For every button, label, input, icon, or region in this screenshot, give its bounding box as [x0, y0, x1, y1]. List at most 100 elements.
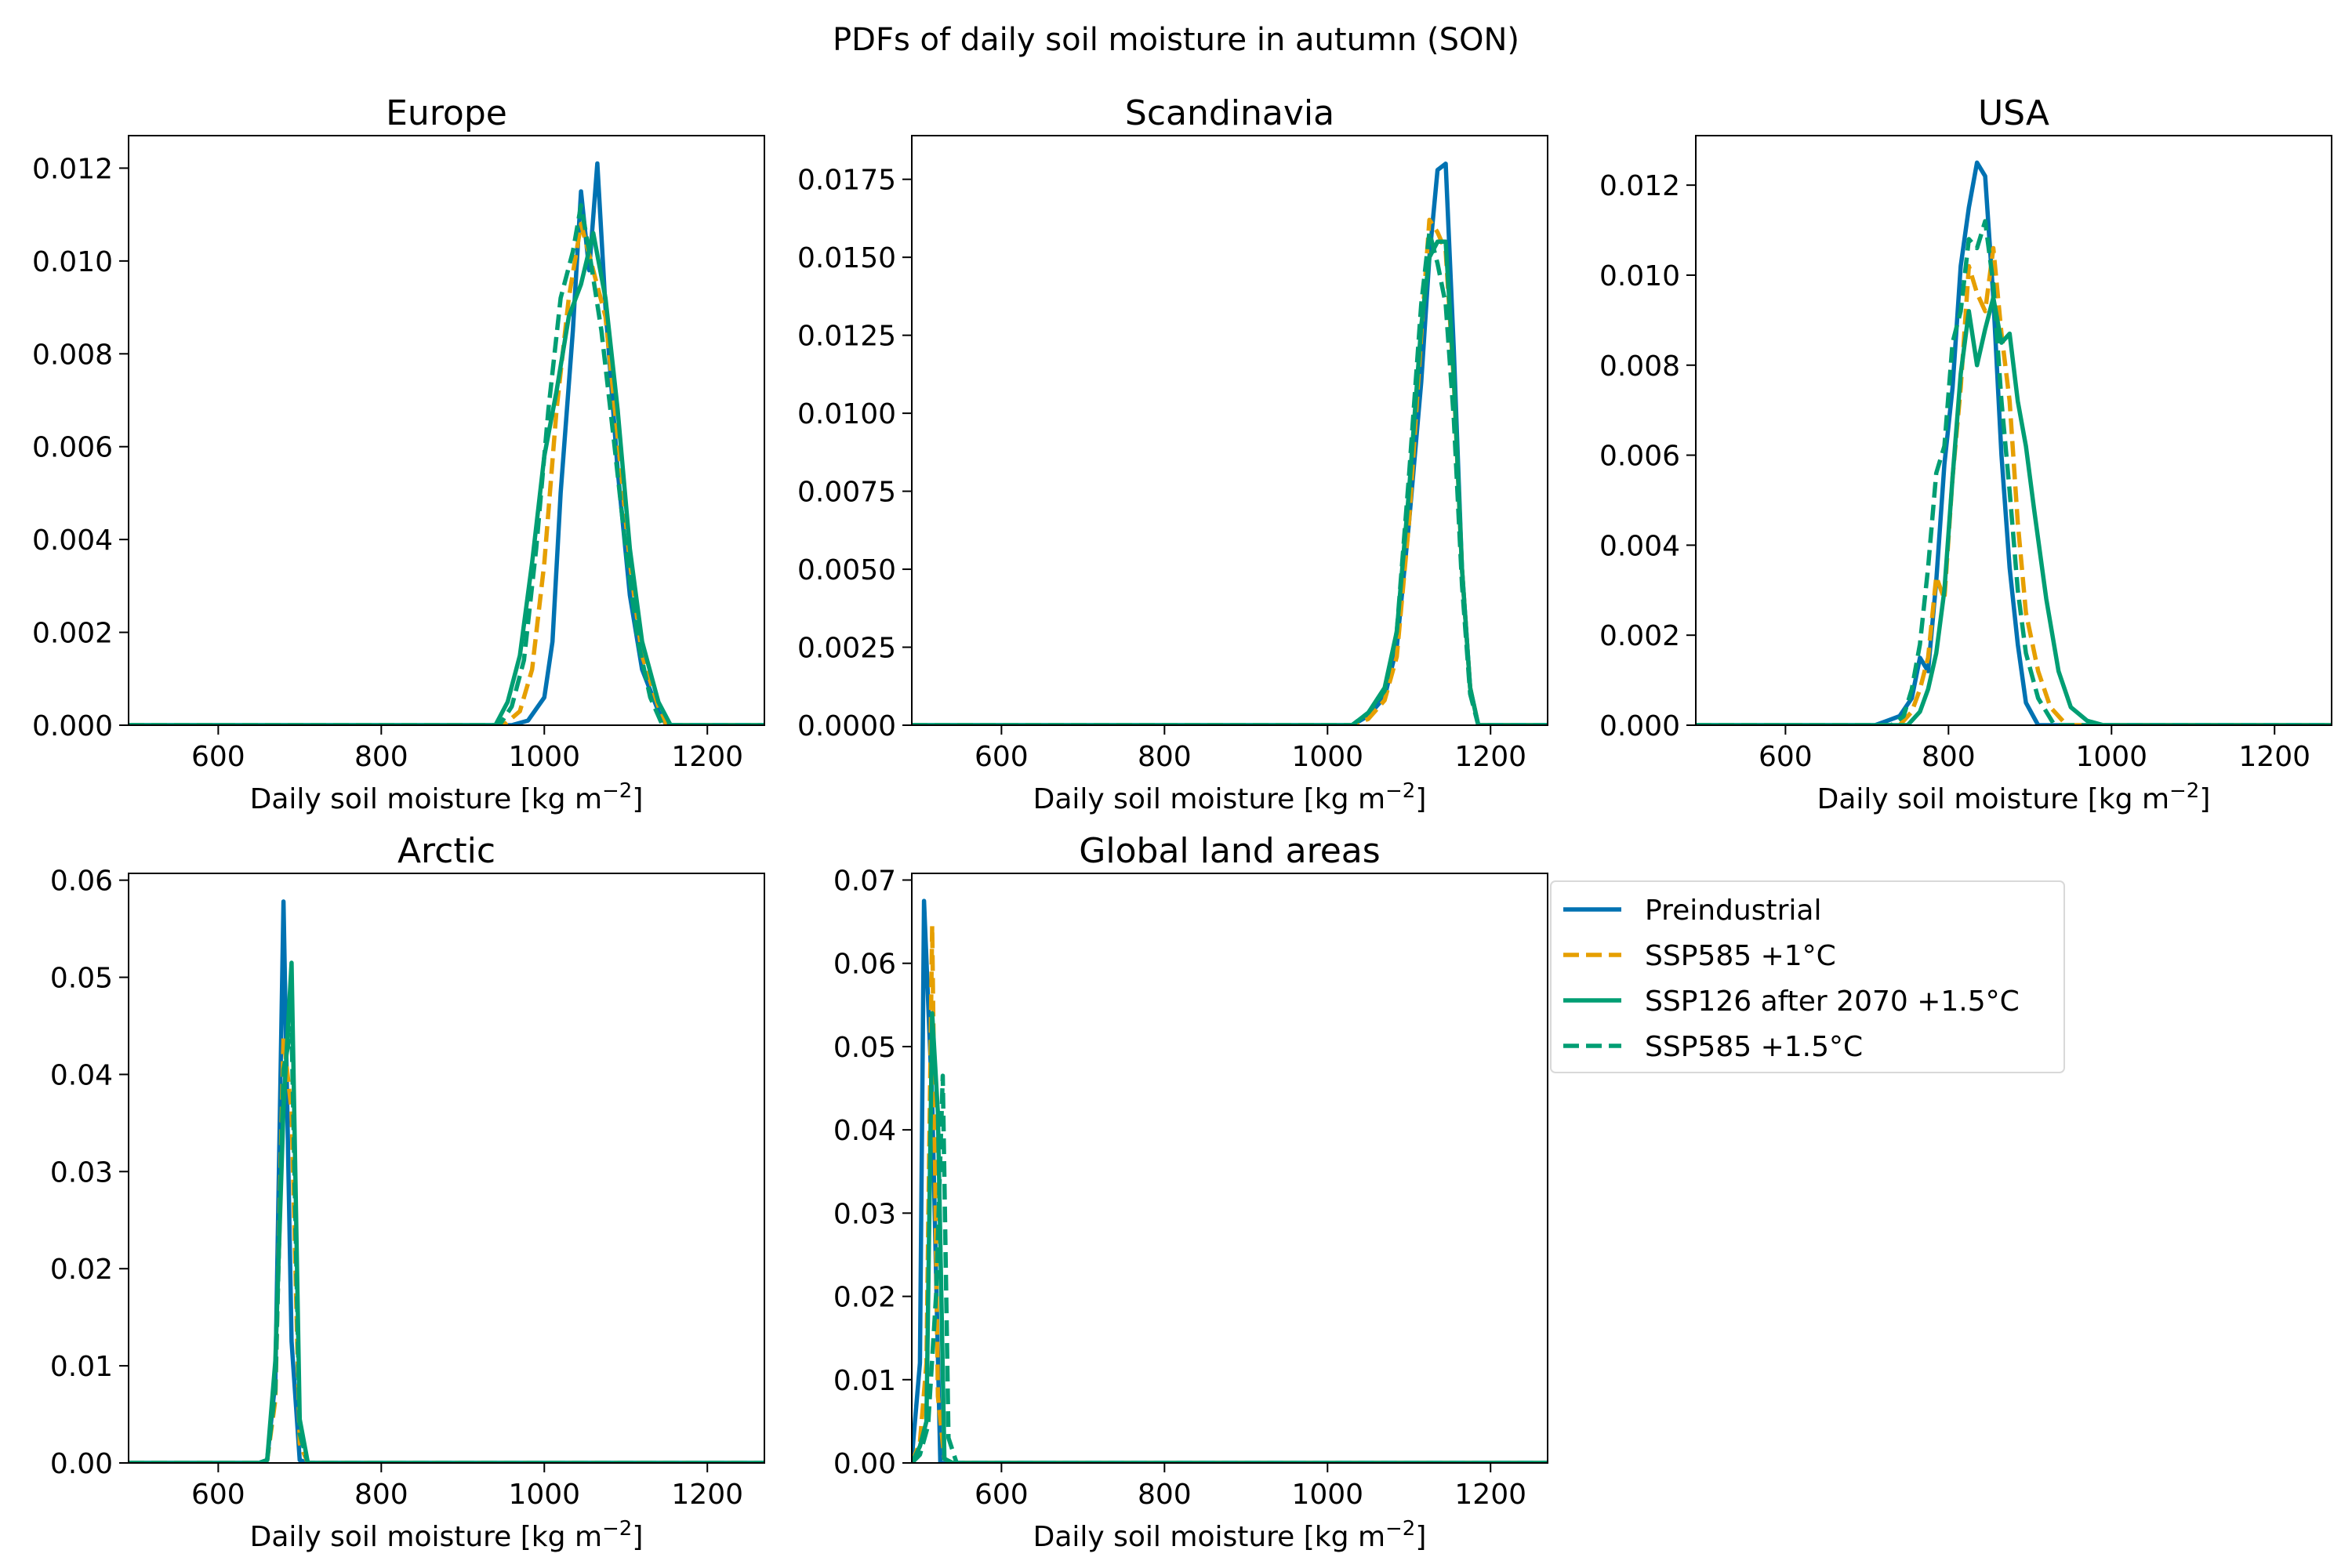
x-tick-label: 800 [354, 741, 408, 773]
legend-frame [1550, 880, 2065, 1073]
x-tick-label: 1200 [2238, 741, 2310, 773]
figure-title: PDFs of daily soil moisture in autumn (S… [833, 22, 1519, 58]
x-tick-label: 1000 [1291, 1479, 1363, 1511]
legend-label: Preindustrial [1645, 895, 1821, 927]
y-tick-label: 0.012 [1599, 170, 1680, 202]
series-line-ssp126-after-2070-1-5-c [1696, 295, 2332, 725]
y-tick-label: 0.02 [50, 1254, 113, 1286]
y-tick-label: 0.0025 [797, 633, 896, 665]
panel-title: Arctic [397, 831, 495, 871]
series-line-ssp585-1-5-c [912, 230, 1548, 725]
legend: Preindustrial SSP585 +1°C SSP126 after 207… [1550, 880, 2065, 1073]
x-tick-label: 600 [975, 741, 1029, 773]
y-tick-label: 0.01 [50, 1351, 113, 1383]
y-tick-label: 0.004 [32, 524, 113, 557]
y-tick-label: 0.05 [50, 963, 113, 995]
x-tick-label: 1200 [1454, 1479, 1526, 1511]
series-line-ssp126-after-2070-1-5-c [912, 239, 1548, 725]
series-line-ssp585-1-c [129, 1035, 764, 1463]
y-tick-label: 0.06 [50, 866, 113, 898]
y-tick-label: 0.012 [32, 153, 113, 185]
panel-usa: 600 800 1000 1200 0.000 0.002 0.004 0.006 0.008 0… [1599, 93, 2332, 815]
series-line-ssp585-1-c [129, 221, 764, 725]
series-line-preindustrial [912, 162, 1548, 725]
y-tick-label: 0.002 [1599, 620, 1680, 652]
x-tick-label: 1000 [2075, 741, 2147, 773]
y-tick-label: 0.00 [833, 1448, 896, 1480]
y-tick-label: 0.004 [1599, 530, 1680, 562]
y-tick-label: 0.0050 [797, 554, 896, 586]
y-tick-label: 0.07 [833, 865, 896, 897]
panel-title: Scandinavia [1125, 93, 1334, 133]
axes-frame [911, 873, 1548, 1464]
x-tick-label: 1200 [671, 741, 743, 773]
y-tick-label: 0.0150 [797, 242, 896, 274]
legend-label: SSP585 +1.5°C [1645, 1031, 1863, 1063]
x-tick-label: 600 [975, 1479, 1029, 1511]
y-tick-label: 0.04 [833, 1115, 896, 1147]
y-tick-label: 0.006 [1599, 441, 1680, 473]
x-tick-label: 1000 [508, 741, 580, 773]
y-tick-label: 0.010 [1599, 260, 1680, 292]
y-tick-label: 0.0075 [797, 477, 896, 509]
x-axis-label: Daily soil moisture [kg m−2] [1033, 1517, 1427, 1553]
axes-frame [1695, 135, 2332, 726]
x-tick-label: 800 [354, 1479, 408, 1511]
panel-title: Global land areas [1079, 831, 1380, 871]
series-line-preindustrial [129, 161, 764, 725]
x-axis-label: Daily soil moisture [kg m−2] [250, 1517, 644, 1553]
x-tick-label: 1200 [671, 1479, 743, 1511]
x-tick-label: 1000 [1291, 741, 1363, 773]
legend-label: SSP126 after 2070 +1.5°C [1645, 985, 2020, 1018]
legend-label: SSP585 +1°C [1645, 940, 1836, 972]
x-tick-label: 600 [191, 741, 245, 773]
panel-title: USA [1978, 93, 2049, 133]
series-line-ssp585-1-5-c [129, 203, 764, 725]
panel-global-land-areas: 600 800 1000 1200 0.00 0.01 0.02 0.03 0.04 0.05 0.… [833, 831, 1548, 1553]
series-line-ssp585-1-5-c [1696, 219, 2332, 725]
x-tick-label: 1000 [508, 1479, 580, 1511]
y-tick-label: 0.008 [1599, 350, 1680, 383]
y-tick-label: 0.02 [833, 1282, 896, 1314]
y-tick-label: 0.06 [833, 949, 896, 981]
y-tick-label: 0.006 [32, 432, 113, 464]
y-tick-label: 0.0125 [797, 321, 896, 353]
y-tick-label: 0.0175 [797, 165, 896, 197]
y-tick-label: 0.000 [32, 710, 113, 742]
series-line-preindustrial [912, 898, 1548, 1463]
y-tick-label: 0.03 [833, 1198, 896, 1230]
series-line-ssp126-after-2070-1-5-c [129, 960, 764, 1463]
x-tick-label: 800 [1138, 741, 1192, 773]
y-tick-label: 0.0100 [797, 398, 896, 430]
x-tick-label: 800 [1138, 1479, 1192, 1511]
y-tick-label: 0.00 [50, 1448, 113, 1480]
axes-frame [128, 135, 765, 726]
y-tick-label: 0.04 [50, 1059, 113, 1091]
series-line-ssp585-1-c [1696, 245, 2332, 725]
x-axis-label: Daily soil moisture [kg m−2] [250, 779, 644, 815]
panel-europe: 600 800 1000 1200 0.000 0.002 0.004 0.006 0.008 0… [32, 93, 765, 815]
series-line-ssp585-1-5-c [129, 1025, 764, 1463]
y-tick-label: 0.0000 [797, 710, 896, 742]
y-tick-label: 0.008 [32, 339, 113, 371]
axes-frame [911, 135, 1548, 726]
series-line-preindustrial [129, 899, 764, 1463]
series-line-ssp126-after-2070-1-5-c [912, 1011, 1548, 1463]
y-tick-label: 0.000 [1599, 710, 1680, 742]
axes-frame [128, 873, 765, 1464]
x-tick-label: 800 [1922, 741, 1976, 773]
y-tick-label: 0.03 [50, 1156, 113, 1189]
series-line-ssp126-after-2070-1-5-c [129, 230, 764, 725]
y-tick-label: 0.002 [32, 618, 113, 650]
x-axis-label: Daily soil moisture [kg m−2] [1817, 779, 2211, 815]
x-tick-label: 600 [1759, 741, 1813, 773]
series-line-ssp585-1-c [912, 924, 1548, 1463]
panel-arctic: 600 800 1000 1200 0.00 0.01 0.02 0.03 0.04 0.05 0.… [50, 831, 765, 1553]
y-tick-label: 0.05 [833, 1032, 896, 1064]
y-tick-label: 0.01 [833, 1365, 896, 1397]
x-tick-label: 600 [191, 1479, 245, 1511]
x-axis-label: Daily soil moisture [kg m−2] [1033, 779, 1427, 815]
series-line-ssp585-1-5-c [912, 1073, 1548, 1463]
x-tick-label: 1200 [1454, 741, 1526, 773]
